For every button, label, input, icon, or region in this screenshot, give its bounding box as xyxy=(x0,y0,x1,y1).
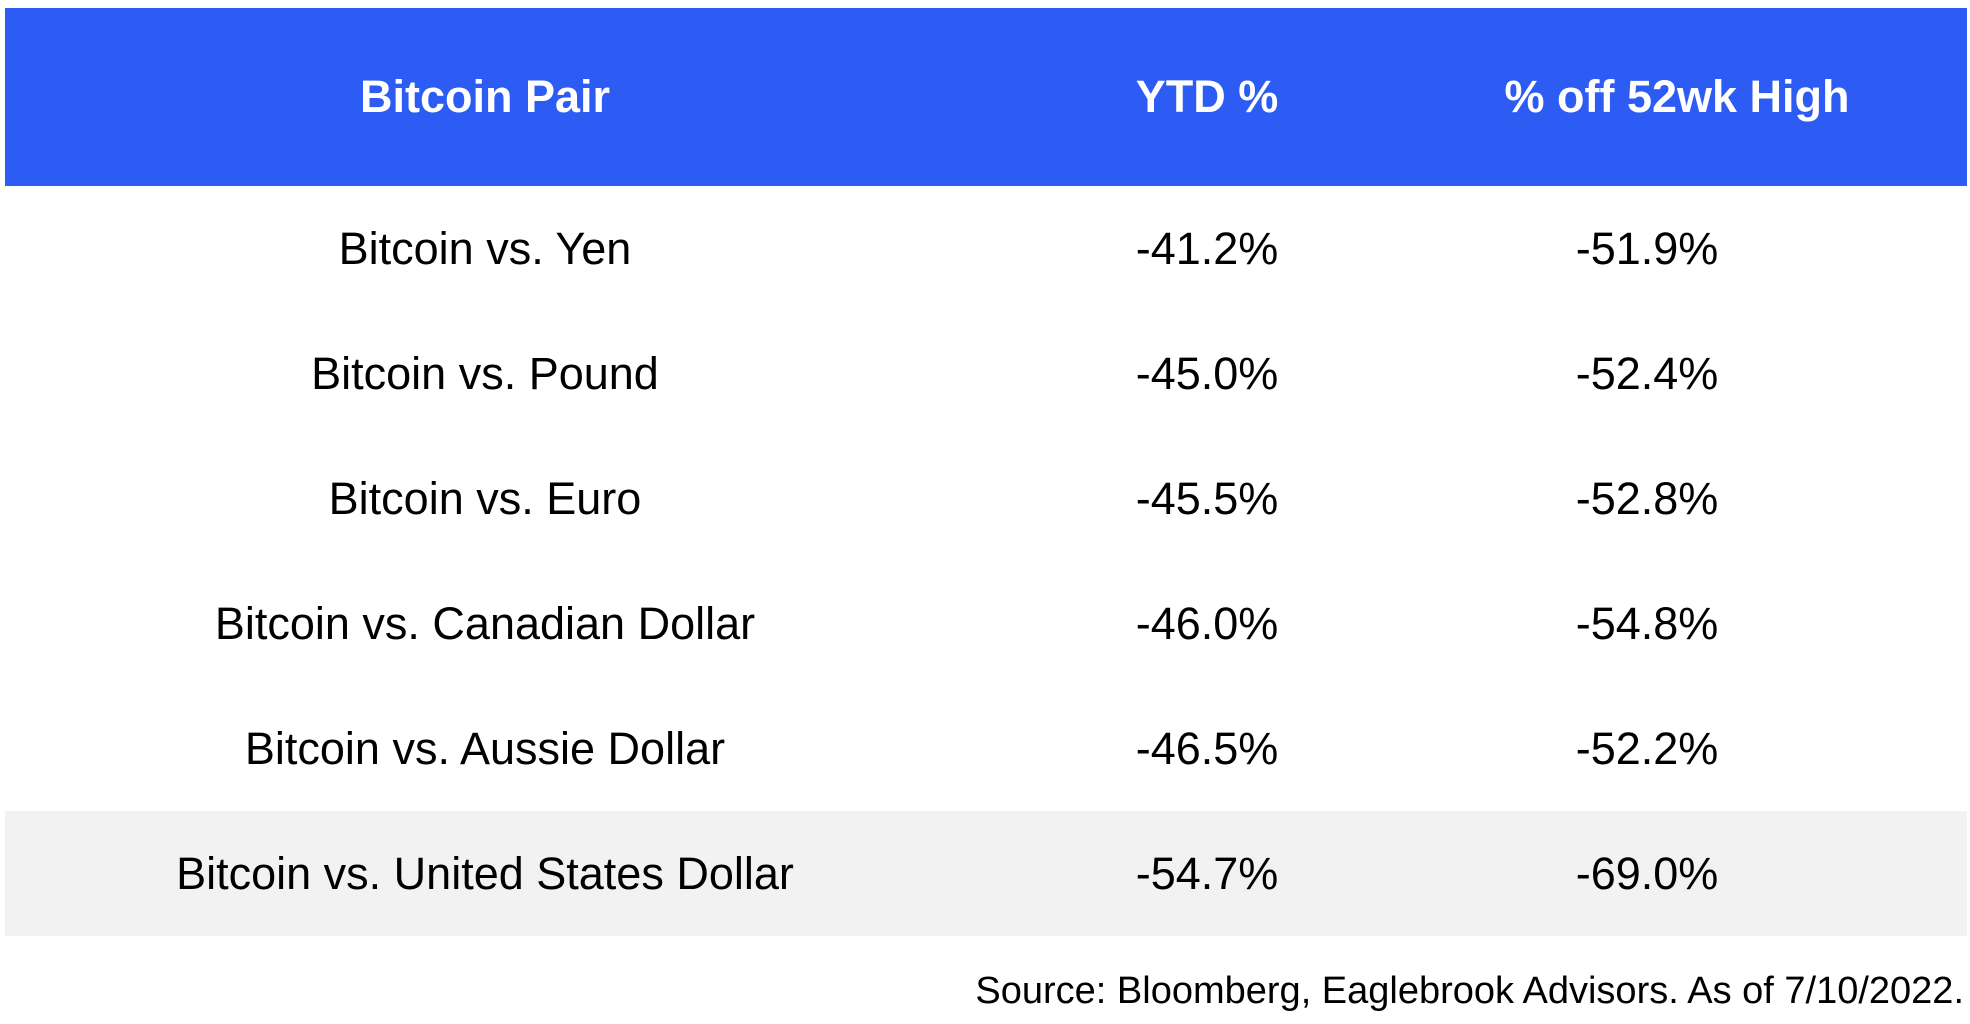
cell-pair: Bitcoin vs. Euro xyxy=(328,472,642,524)
cell-ytd: -41.2% xyxy=(1135,222,1279,274)
cell-pair: Bitcoin vs. Aussie Dollar xyxy=(244,722,726,774)
table-row: Bitcoin vs. Yen -41.2% -51.9% xyxy=(5,186,1967,311)
table-row: Bitcoin vs. Euro -45.5% -52.8% xyxy=(5,436,1967,561)
source-footnote: Source: Bloomberg, Eaglebrook Advisors. … xyxy=(975,970,1964,1012)
cell-pair: Bitcoin vs. Pound xyxy=(311,347,659,399)
cell-ytd: -46.0% xyxy=(1135,597,1279,649)
column-header-off-52wk-high: % off 52wk High xyxy=(1504,71,1850,122)
cell-pair: Bitcoin vs. United States Dollar xyxy=(176,847,794,899)
cell-off-high: -52.4% xyxy=(1575,347,1719,399)
cell-ytd: -45.0% xyxy=(1135,347,1279,399)
cell-ytd: -46.5% xyxy=(1135,722,1279,774)
table-body: Bitcoin vs. Yen -41.2% -51.9% Bitcoin vs… xyxy=(5,186,1967,936)
table-row: Bitcoin vs. Aussie Dollar -46.5% -52.2% xyxy=(5,686,1967,811)
cell-off-high: -52.8% xyxy=(1575,472,1719,524)
cell-ytd: -54.7% xyxy=(1135,847,1279,899)
table-row: Bitcoin vs. Pound -45.0% -52.4% xyxy=(5,311,1967,436)
cell-pair: Bitcoin vs. Yen xyxy=(338,222,632,274)
bitcoin-pairs-table: Bitcoin Pair YTD % % off 52wk High Bitco… xyxy=(5,8,1967,936)
table-row-highlighted: Bitcoin vs. United States Dollar -54.7% … xyxy=(5,811,1967,936)
cell-off-high: -54.8% xyxy=(1575,597,1719,649)
table-header-row: Bitcoin Pair YTD % % off 52wk High xyxy=(5,8,1967,186)
column-header-ytd: YTD % xyxy=(1135,71,1279,122)
cell-pair: Bitcoin vs. Canadian Dollar xyxy=(214,597,756,649)
cell-ytd: -45.5% xyxy=(1135,472,1279,524)
cell-off-high: -52.2% xyxy=(1575,722,1719,774)
cell-off-high: -69.0% xyxy=(1575,847,1719,899)
table-row: Bitcoin vs. Canadian Dollar -46.0% -54.8… xyxy=(5,561,1967,686)
cell-off-high: -51.9% xyxy=(1575,222,1719,274)
column-header-bitcoin-pair: Bitcoin Pair xyxy=(359,71,611,122)
